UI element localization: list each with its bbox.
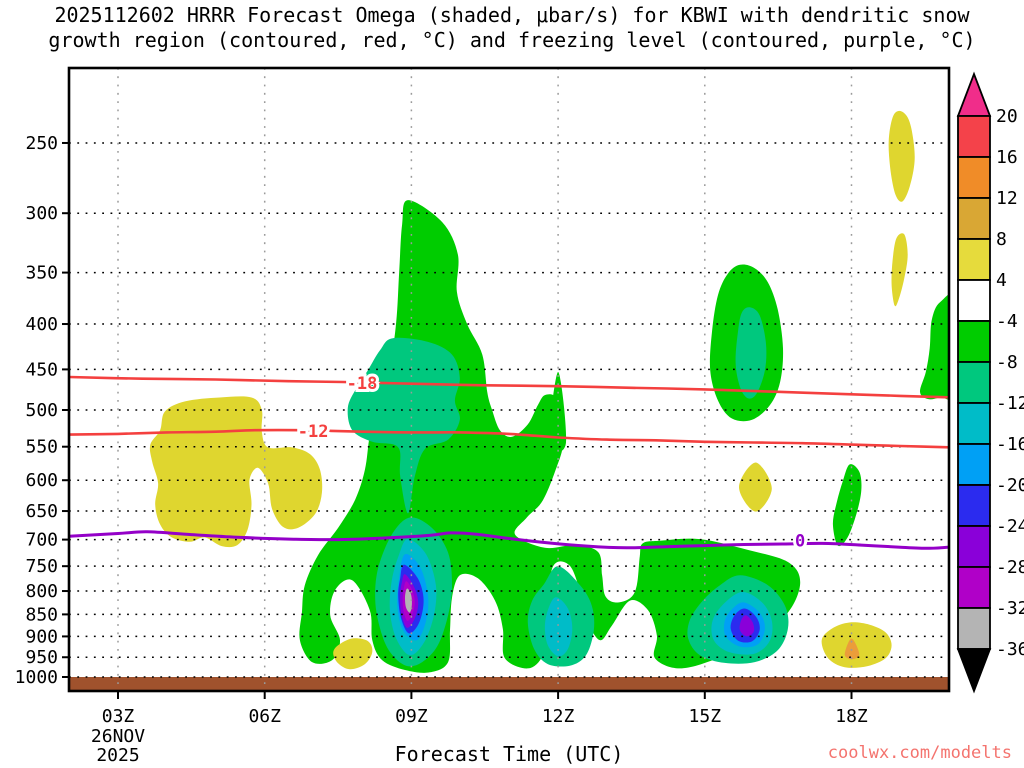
colorbar-label--24: -24 [996, 516, 1024, 537]
colorbar-label--12: -12 [996, 393, 1024, 414]
colorbar-label-20: 20 [996, 106, 1018, 127]
colorbar-box-9 [957, 484, 991, 527]
field-region-downdraft-left [149, 396, 323, 548]
contour-line-dgz-minus12 [69, 428, 949, 449]
field-region-downdraft-bottomright [821, 622, 892, 668]
colorbar-box-8 [957, 443, 991, 486]
colorbar: 20 16 12 8 4 -4 -8 -12 -16 -20 -24 -28 -32 -36 [956, 71, 1024, 694]
contour-label-freezing-level-0: 0 [795, 532, 805, 552]
colorbar-arrow-bottom [956, 648, 992, 694]
colorbar-box-0 [957, 115, 991, 158]
field-region-downdraft-bottomleft [333, 638, 373, 670]
plot-frame [67, 66, 951, 693]
colorbar-box-11 [957, 566, 991, 609]
colorbar-box-3 [957, 238, 991, 281]
y-tick-label-1000: 1000 [15, 667, 58, 688]
x-tick-label-09Z: 09Z [395, 706, 428, 727]
x-axis-date-line2: 2025 [96, 745, 139, 766]
colorbar-box-2 [957, 197, 991, 240]
y-tick-label-550: 550 [25, 437, 58, 458]
y-tick-label-600: 600 [25, 470, 58, 491]
x-tick-label-03Z: 03Z [102, 706, 135, 727]
colorbar-arrow-top [956, 71, 992, 117]
y-tick-label-400: 400 [25, 314, 58, 335]
field-region-downdraft-bottomright-core [844, 638, 860, 660]
field-region-omega-hook-18z [832, 464, 862, 547]
contour-label-dgz-minus18: -18 [347, 374, 378, 394]
gridlines [69, 68, 949, 691]
x-tick-label-18Z: 18Z [835, 706, 868, 727]
y-tick-label-450: 450 [25, 359, 58, 380]
y-tick-label-650: 650 [25, 501, 58, 522]
y-tick-label-800: 800 [25, 581, 58, 602]
colorbar-box-4 [957, 279, 991, 322]
contour-lines: -18 -12 0 [69, 371, 949, 555]
x-tick-label-06Z: 06Z [248, 706, 281, 727]
field-region-downdraft-topright-a [888, 110, 915, 202]
contour-label-dgz-minus12: -12 [298, 422, 329, 442]
y-tick-label-300: 300 [25, 203, 58, 224]
chart-title-line1: 2025112602 HRRR Forecast Omega (shaded, … [54, 3, 970, 27]
field-region-omega-blob-15z-upper-inner [735, 307, 767, 399]
chart-title-line2: growth region (contoured, red, °C) and f… [48, 28, 976, 52]
y-tick-label-950: 950 [25, 647, 58, 668]
colorbar-box-1 [957, 156, 991, 199]
colorbar-label--16: -16 [996, 434, 1024, 455]
colorbar-label--36: -36 [996, 639, 1024, 660]
x-axis-title: Forecast Time (UTC) [394, 742, 624, 766]
colorbar-label-4: 4 [996, 270, 1007, 291]
contour-line-freezing-level-0 [69, 530, 949, 550]
y-tick-label-750: 750 [25, 556, 58, 577]
y-tick-label-850: 850 [25, 604, 58, 625]
colorbar-label-16: 16 [996, 147, 1018, 168]
field-region-downdraft-topright-b [891, 233, 908, 307]
field-region-downdraft-diamond-16z [739, 462, 772, 512]
field-region-core-12z-teal [544, 597, 573, 657]
colorbar-label--4: -4 [996, 311, 1018, 332]
colorbar-box-7 [957, 402, 991, 445]
field-region-core-15z-violet [739, 615, 755, 637]
colorbar-box-6 [957, 361, 991, 404]
x-tick-label-12Z: 12Z [542, 706, 575, 727]
colorbar-label-8: 8 [996, 229, 1007, 250]
contour-line-dgz-minus18 [69, 375, 949, 399]
colorbar-label-12: 12 [996, 188, 1018, 209]
colorbar-box-12 [957, 607, 991, 650]
x-tick-label-15Z: 15Z [689, 706, 722, 727]
colorbar-label--28: -28 [996, 557, 1024, 578]
y-tick-label-500: 500 [25, 400, 58, 421]
x-axis-date-line1: 26NOV [91, 726, 145, 747]
y-tick-label-350: 350 [25, 263, 58, 284]
field-region-omega-spike-12z [549, 372, 567, 453]
colorbar-box-10 [957, 525, 991, 568]
field-region-core-09z-gray [404, 588, 412, 613]
axes: 2503003504004505005506006507007508008509… [15, 133, 868, 766]
colorbar-label--8: -8 [996, 352, 1018, 373]
y-tick-label-900: 900 [25, 626, 58, 647]
colorbar-label--20: -20 [996, 475, 1024, 496]
colorbar-label--32: -32 [996, 598, 1024, 619]
surface-ground-bar [69, 677, 949, 691]
watermark: coolwx.com/modelts [827, 743, 1012, 763]
chart-title: 2025112602 HRRR Forecast Omega (shaded, … [0, 3, 1024, 53]
colorbar-box-5 [957, 320, 991, 363]
y-tick-label-250: 250 [25, 133, 58, 154]
field-region-omega-right-edge [919, 294, 949, 401]
y-tick-label-700: 700 [25, 530, 58, 551]
